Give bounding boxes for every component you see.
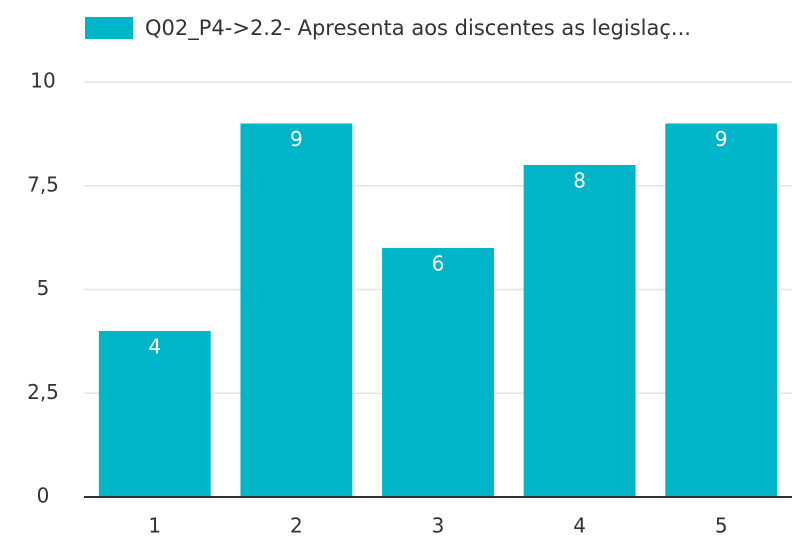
y-tick-label: 5	[37, 276, 50, 300]
legend-label: Q02_P4->2.2- Apresenta aos discentes as …	[145, 16, 691, 41]
y-tick-label: 2,5	[27, 380, 59, 404]
x-tick-label: 1	[148, 514, 161, 538]
y-tick-label: 0	[37, 484, 50, 508]
x-tick-label: 2	[290, 514, 303, 538]
value-label: 6	[432, 252, 445, 276]
value-label: 9	[290, 127, 303, 151]
legend-swatch	[85, 17, 133, 39]
y-tick-label: 7,5	[27, 172, 59, 196]
bar	[382, 248, 494, 497]
x-tick-label: 5	[715, 514, 728, 538]
bar	[98, 331, 211, 497]
bar	[523, 165, 636, 497]
value-label: 9	[715, 127, 728, 151]
value-label: 8	[573, 169, 586, 193]
bar	[240, 123, 353, 497]
value-label: 4	[148, 335, 161, 359]
bar	[665, 123, 778, 497]
y-tick-label: 10	[30, 69, 55, 93]
x-tick-label: 3	[432, 514, 445, 538]
x-tick-label: 4	[573, 514, 586, 538]
